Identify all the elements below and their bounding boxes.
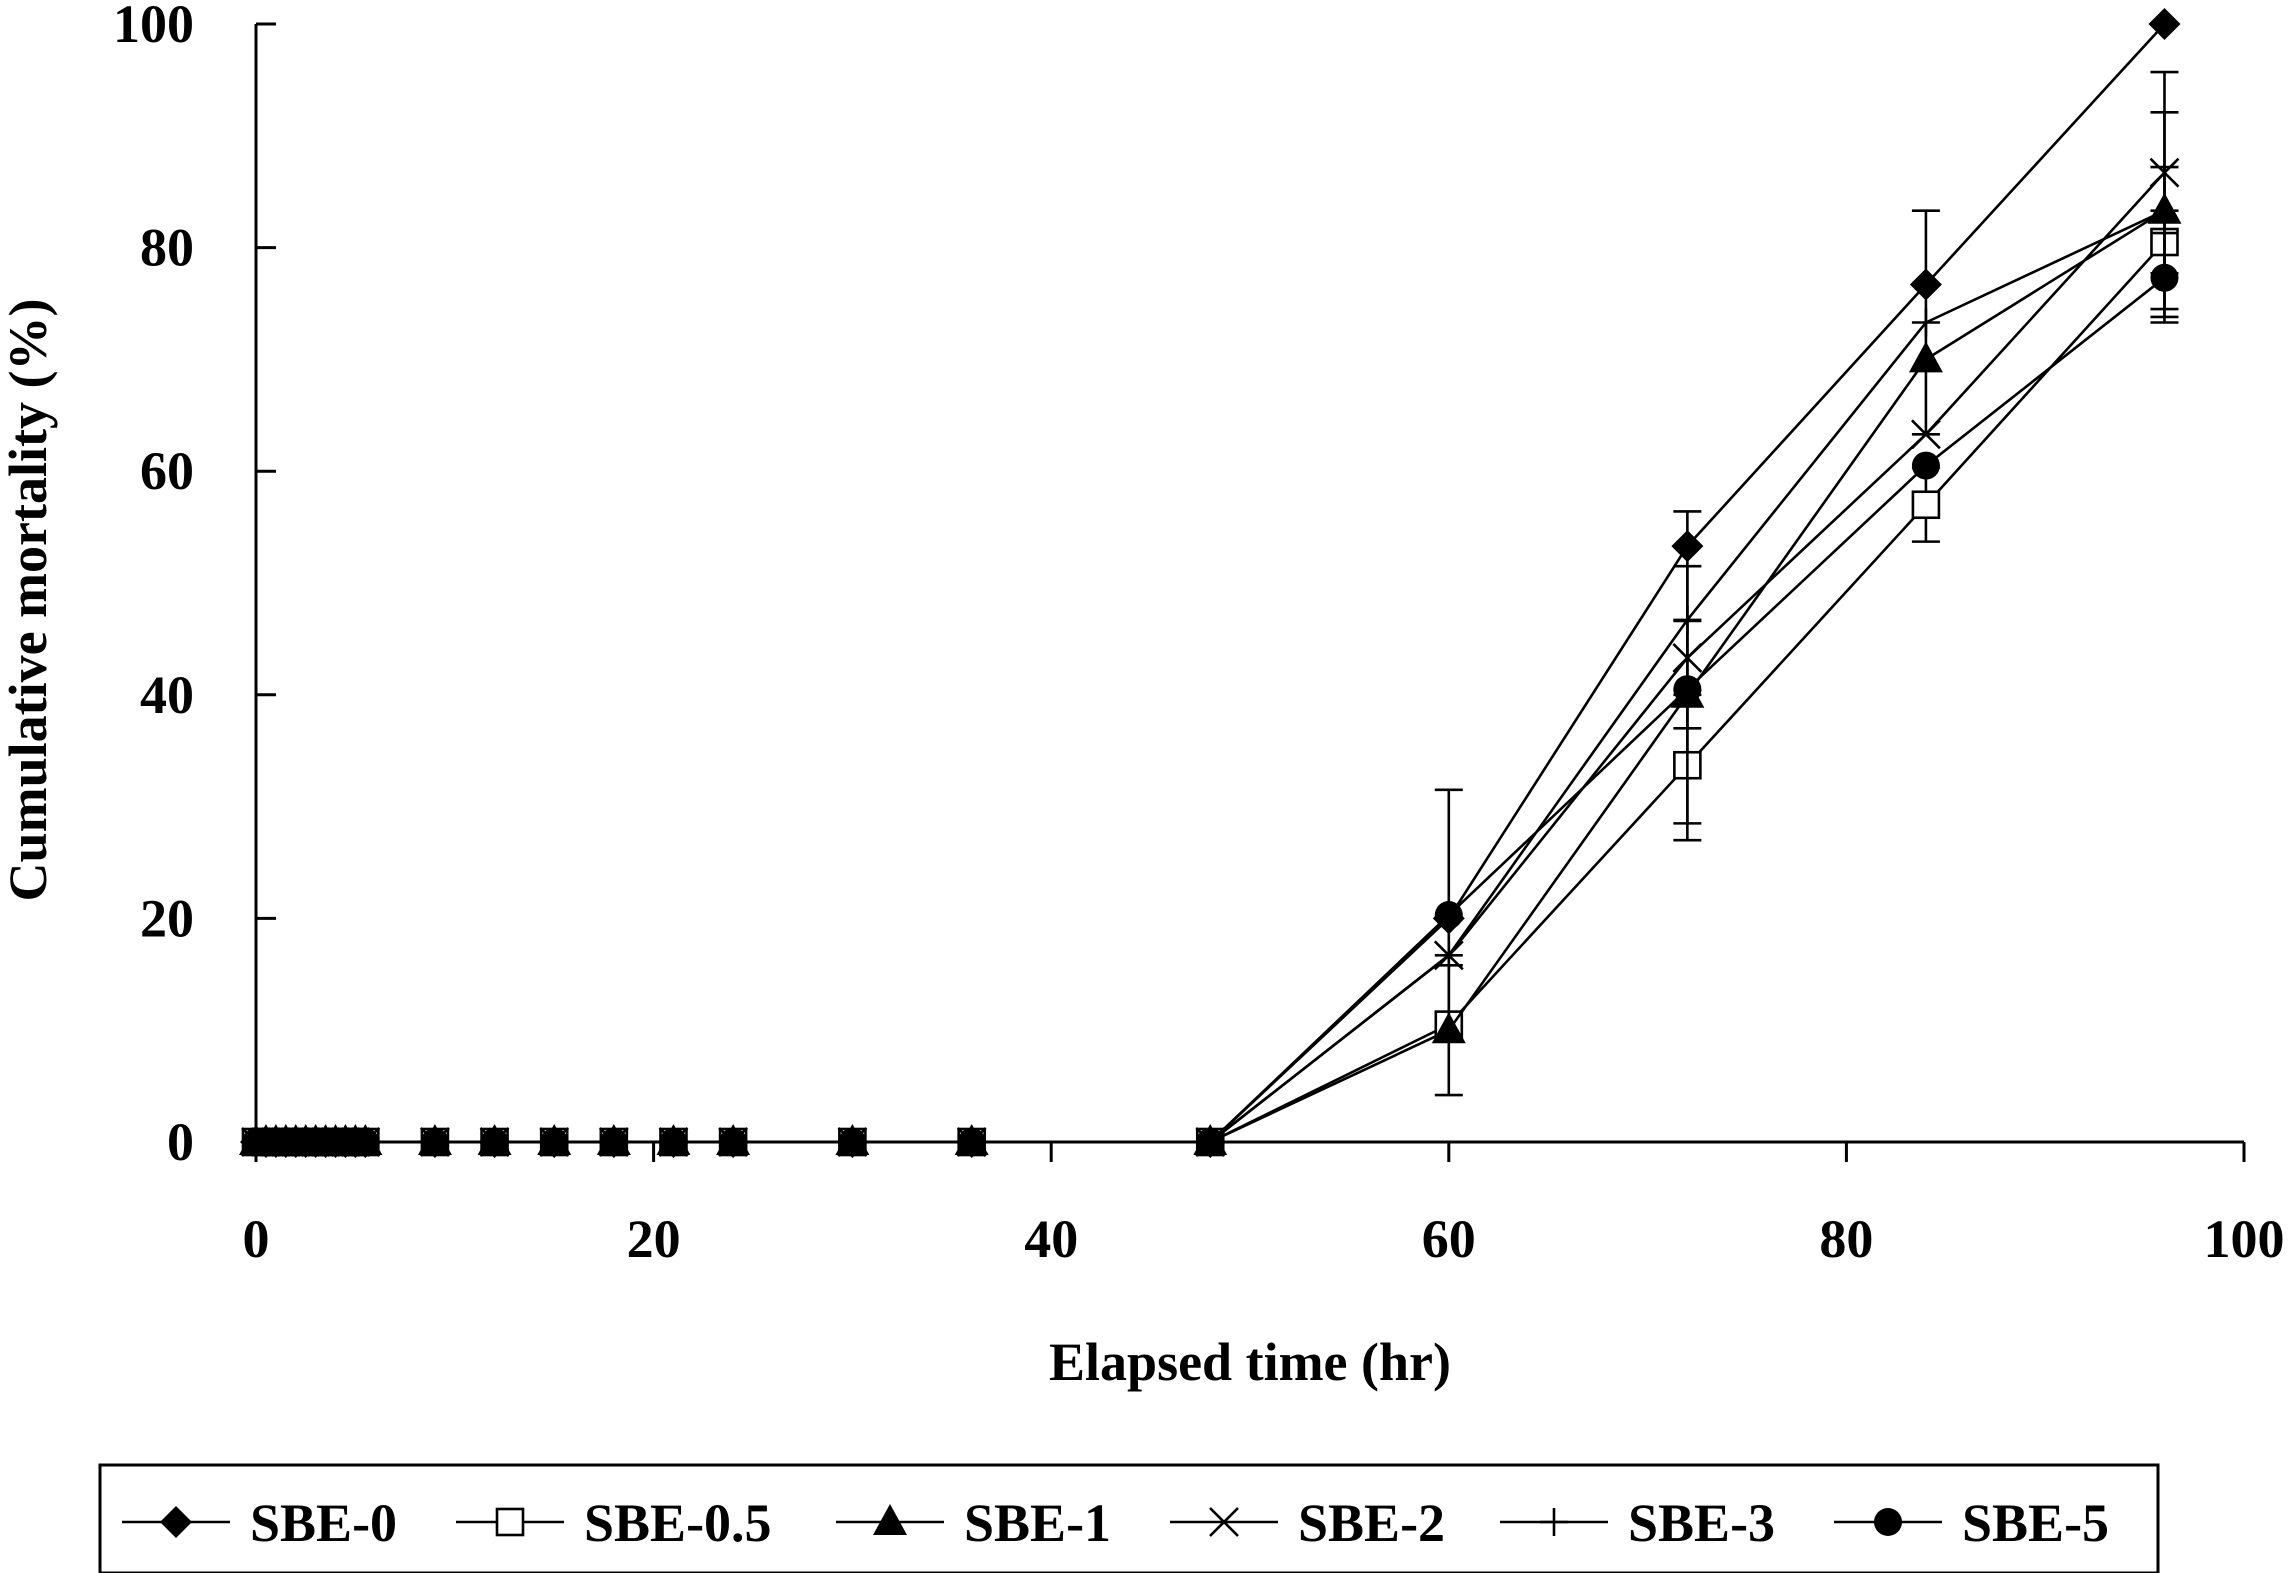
- series-line: [256, 171, 2166, 1144]
- axes: [254, 24, 2244, 1144]
- series-line: [256, 276, 2166, 1144]
- x-tick-label: 60: [1422, 1209, 1476, 1269]
- x-tick-label: 100: [2204, 1209, 2285, 1269]
- data-point: [1911, 308, 1940, 337]
- data-point: [1196, 1128, 1225, 1156]
- series-line: [256, 209, 2166, 1144]
- series-SBE-0: [240, 8, 2181, 1158]
- legend-entry-SBE-3: SBE-3: [1500, 1493, 1775, 1553]
- series-line: [256, 241, 2166, 1144]
- series-SBE-2: [241, 70, 2180, 1157]
- legend-entry-SBE-0: SBE-0: [122, 1493, 397, 1553]
- data-point: [351, 1128, 380, 1156]
- data-point: [1673, 605, 1702, 634]
- legend-marker: [1209, 1507, 1239, 1537]
- y-tick-label: 20: [140, 888, 194, 948]
- legend-label: SBE-0.5: [584, 1493, 772, 1553]
- x-tick-label: 40: [1024, 1209, 1078, 1269]
- x-tick-label: 0: [243, 1209, 270, 1269]
- data-point: [838, 1128, 867, 1156]
- x-tick-label: 20: [627, 1209, 681, 1269]
- series-SBE-3: [242, 111, 2179, 1156]
- ticks-layer: 0 20 40 60 80 100 0 20 40 60 80 100: [113, 0, 2285, 1269]
- data-point: [1911, 451, 1940, 480]
- legend-marker: [873, 1504, 907, 1535]
- x-tick-label: 80: [1819, 1209, 1873, 1269]
- legend-label: SBE-5: [1962, 1493, 2109, 1553]
- data-point: [1911, 490, 1941, 520]
- legend-entry-SBE-5: SBE-5: [1834, 1493, 2109, 1553]
- series-SBE-1: [239, 192, 2182, 1155]
- data-point: [2150, 263, 2179, 292]
- data-point: [957, 1128, 986, 1156]
- legend-marker: [1540, 1508, 1568, 1536]
- y-tick-label: 60: [140, 441, 194, 501]
- legend-box: [98, 1463, 2160, 1573]
- y-axis-title: Cumulative mortality (%): [0, 299, 58, 902]
- legend-label: SBE-1: [964, 1493, 1111, 1553]
- legend-label: SBE-0: [250, 1493, 397, 1553]
- series-layer: [239, 8, 2182, 1158]
- series-SBE-0.5: [241, 165, 2179, 1157]
- y-tick-label: 0: [167, 1112, 194, 1172]
- legend-marker: [160, 1506, 192, 1538]
- x-axis-title: Elapsed time (hr): [1049, 1332, 1451, 1392]
- legend-marker: [1874, 1508, 1902, 1536]
- legend-entry-SBE-2: SBE-2: [1170, 1493, 1445, 1553]
- legend-entry-SBE-0.5: SBE-0.5: [456, 1493, 772, 1553]
- data-point: [1673, 675, 1702, 704]
- data-point: [719, 1128, 748, 1156]
- data-point: [599, 1128, 628, 1156]
- legend-label: SBE-3: [1628, 1493, 1775, 1553]
- legend-entry-SBE-1: SBE-1: [836, 1493, 1111, 1553]
- y-tick-label: 80: [140, 218, 194, 278]
- y-tick-label: 100: [113, 0, 194, 54]
- data-point: [659, 1128, 688, 1156]
- data-point: [2150, 196, 2179, 225]
- data-point: [540, 1128, 569, 1156]
- data-point: [2148, 8, 2181, 40]
- series-SBE-5: [242, 231, 2179, 1156]
- legend-marker: [495, 1507, 525, 1537]
- data-point: [420, 1128, 449, 1156]
- series-line: [256, 23, 2166, 1144]
- data-point: [480, 1128, 509, 1156]
- data-point: [1434, 901, 1463, 930]
- legend: SBE-0 SBE-0.5 SBE-1 SBE-2 SBE-3 SBE-5: [98, 1463, 2160, 1573]
- legend-label: SBE-2: [1298, 1493, 1445, 1553]
- y-tick-label: 40: [140, 665, 194, 725]
- series-line: [256, 209, 2166, 1144]
